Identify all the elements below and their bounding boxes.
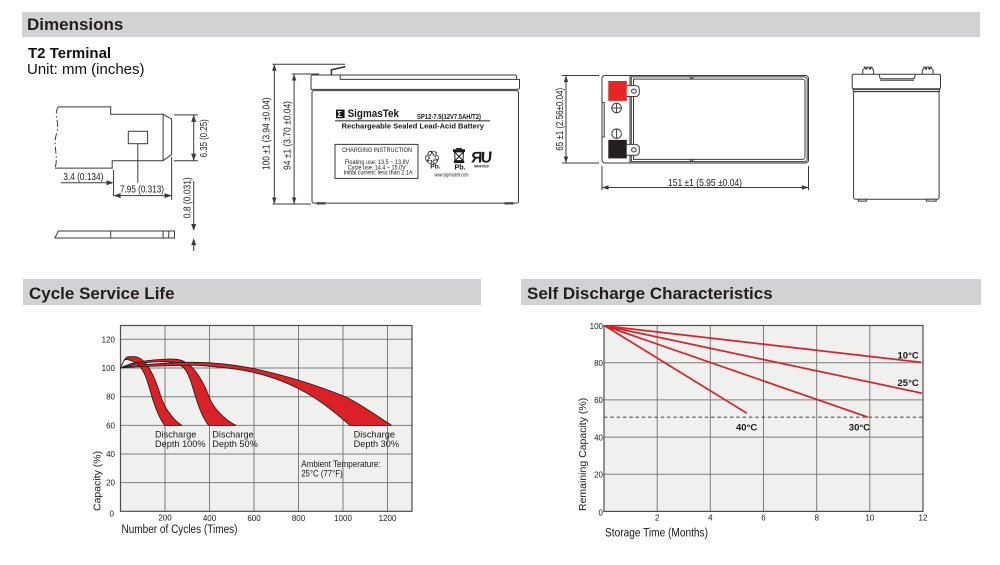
svg-text:Initial current: less than 2.1: Initial current: less than 2.1A <box>344 170 414 177</box>
svg-text:1200: 1200 <box>379 514 397 523</box>
svg-text:60: 60 <box>594 396 603 405</box>
svg-text:94 ±1 (3.70 ±0.04): 94 ±1 (3.70 ±0.04) <box>282 101 294 170</box>
svg-text:Discharge: Discharge <box>155 429 196 439</box>
svg-text:SP12-7.5(12V7.5AH/T2): SP12-7.5(12V7.5AH/T2) <box>417 114 481 121</box>
svg-text:0: 0 <box>110 509 115 518</box>
svg-text:151 ±1 (5.95 ±0.04): 151 ±1 (5.95 ±0.04) <box>668 177 742 189</box>
svg-text:30°C: 30°C <box>849 423 870 434</box>
svg-text:Depth 50%: Depth 50% <box>212 439 257 449</box>
svg-text:100: 100 <box>102 364 116 373</box>
svg-text:25°C: 25°C <box>898 378 919 389</box>
svg-text:20: 20 <box>594 471 603 480</box>
svg-text:12: 12 <box>919 514 928 523</box>
svg-text:6: 6 <box>761 514 766 523</box>
svg-text:1000: 1000 <box>334 514 352 523</box>
svg-text:Cycle use: 14.4 ~ 15.0V: Cycle use: 14.4 ~ 15.0V <box>348 164 407 171</box>
svg-text:Depth 30%: Depth 30% <box>354 439 399 449</box>
svg-text:0: 0 <box>599 509 604 518</box>
svg-text:Depth 100%: Depth 100% <box>155 439 206 449</box>
svg-text:MH47929: MH47929 <box>474 164 489 168</box>
svg-text:Pb.: Pb. <box>455 163 466 172</box>
svg-text:4: 4 <box>708 514 713 523</box>
svg-text:Discharge: Discharge <box>354 429 395 439</box>
svg-text:ЯU: ЯU <box>471 149 493 166</box>
svg-text:Storage Time (Months): Storage Time (Months) <box>605 528 708 540</box>
svg-text:www.sigmastek.com: www.sigmastek.com <box>435 172 469 178</box>
svg-text:40°C: 40°C <box>736 423 757 434</box>
svg-text:25°C (77°F): 25°C (77°F) <box>301 469 343 479</box>
svg-text:CHARGING INSTRUCTION: CHARGING INSTRUCTION <box>342 147 412 154</box>
svg-text:10°C: 10°C <box>898 351 919 362</box>
svg-text:80: 80 <box>106 393 115 402</box>
svg-text:60: 60 <box>106 421 115 430</box>
svg-text:0.8 (0.031): 0.8 (0.031) <box>182 177 194 218</box>
svg-text:200: 200 <box>158 514 172 523</box>
svg-text:Floating use: 13.5 ~ 13.8V: Floating use: 13.5 ~ 13.8V <box>345 159 410 166</box>
svg-text:Remaining Capacity (%): Remaining Capacity (%) <box>577 398 589 511</box>
svg-text:40: 40 <box>594 433 603 442</box>
svg-text:600: 600 <box>247 514 261 523</box>
svg-text:20: 20 <box>106 479 115 488</box>
svg-text:120: 120 <box>102 335 116 344</box>
svg-text:Rechargeable Sealed Lead-Acid: Rechargeable Sealed Lead-Acid Battery <box>342 121 485 130</box>
svg-text:6.35 (0.25): 6.35 (0.25) <box>198 119 210 157</box>
svg-text:100: 100 <box>590 322 604 331</box>
svg-text:2: 2 <box>655 514 660 523</box>
svg-text:400: 400 <box>203 514 217 523</box>
svg-text:100 ±1 (3.94 ±0.04): 100 ±1 (3.94 ±0.04) <box>261 98 273 171</box>
svg-text:80: 80 <box>594 359 603 368</box>
svg-text:SigmasTek: SigmasTek <box>348 108 400 120</box>
svg-text:Σ: Σ <box>337 110 342 119</box>
svg-text:®: ® <box>489 150 493 156</box>
svg-text:3.4 (0.134): 3.4 (0.134) <box>63 171 103 183</box>
svg-text:8: 8 <box>814 514 819 523</box>
svg-text:800: 800 <box>292 514 306 523</box>
svg-text:7.95 (0.313): 7.95 (0.313) <box>120 184 164 196</box>
svg-text:Pb.: Pb. <box>430 164 440 171</box>
svg-text:Number of Cycles (Times): Number of Cycles (Times) <box>122 524 238 536</box>
svg-text:♲: ♲ <box>424 149 441 170</box>
svg-text:Capacity (%): Capacity (%) <box>91 451 103 511</box>
svg-text:Ambient Temperature:: Ambient Temperature: <box>301 459 381 469</box>
svg-text:65 ±1 (2.56±0.04): 65 ±1 (2.56±0.04) <box>554 88 566 151</box>
svg-text:Discharge: Discharge <box>212 429 253 439</box>
svg-text:10: 10 <box>865 514 874 523</box>
svg-text:40: 40 <box>106 450 115 459</box>
